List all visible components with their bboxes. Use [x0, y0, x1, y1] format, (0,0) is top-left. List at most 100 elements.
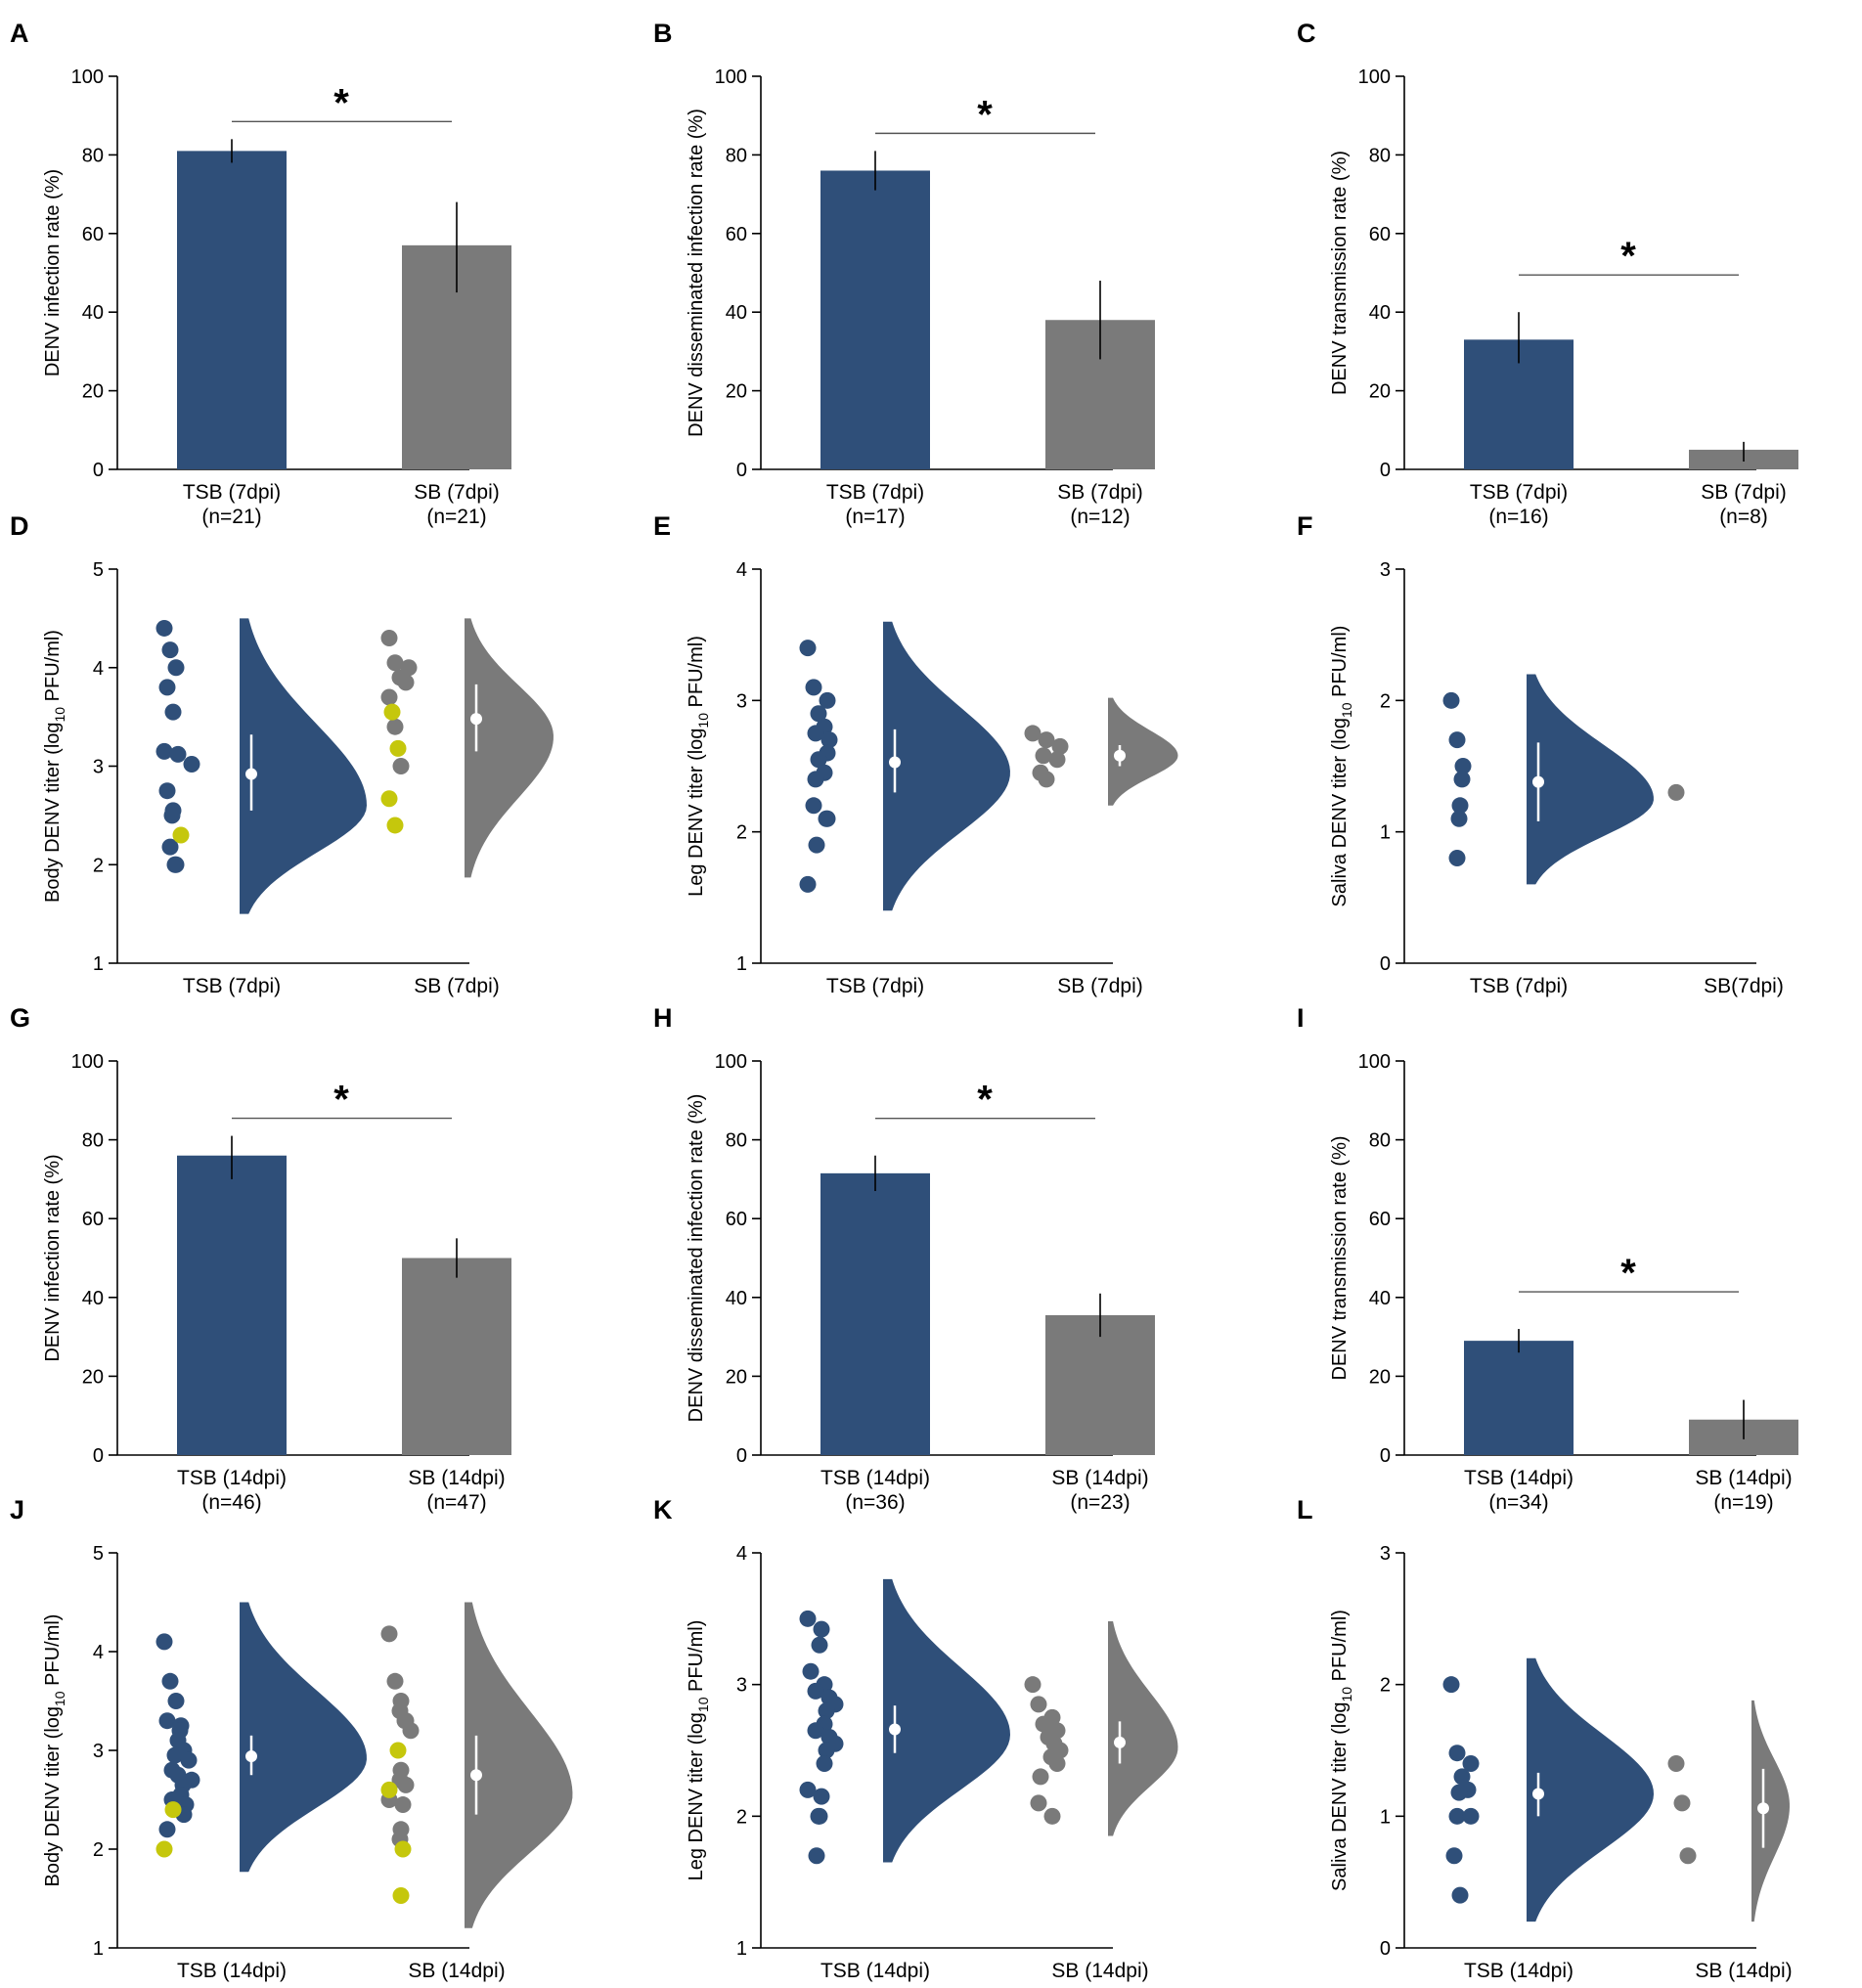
data-point: [1451, 1886, 1469, 1904]
x-category-label: SB (7dpi): [1057, 481, 1143, 504]
x-category-label: TSB (7dpi): [183, 481, 281, 504]
x-category-label: TSB (14dpi): [820, 1467, 930, 1489]
y-tick-label: 5: [93, 1543, 104, 1565]
data-point: [394, 1796, 412, 1814]
significance-star: *: [1620, 1252, 1636, 1295]
data-point: [799, 1781, 817, 1798]
data-point: [810, 1807, 827, 1825]
panel-letter: E: [653, 511, 671, 541]
y-tick-label: 1: [1380, 822, 1391, 844]
y-tick-label: 100: [715, 1051, 747, 1073]
y-axis-title: DENV disseminated infection rate (%): [686, 1094, 707, 1423]
y-tick-label: 0: [1380, 953, 1391, 975]
y-tick-label: 60: [82, 1209, 104, 1230]
data-point: [1448, 850, 1466, 867]
data-point: [1051, 737, 1069, 755]
y-axis-title: DENV transmission rate (%): [1329, 1135, 1351, 1380]
data-point: [1462, 1807, 1480, 1825]
data-point: [808, 1847, 825, 1865]
x-category-n-label: (n=34): [1488, 1491, 1548, 1514]
significance-star: *: [333, 1079, 349, 1122]
panel-letter: C: [1297, 19, 1316, 48]
data-point: [1453, 1768, 1471, 1786]
data-point: [805, 679, 822, 696]
half-violin: [465, 1602, 573, 1928]
panel-g: G 0 20 40 60 80 100 DENV infection rate (%) TSB …: [10, 1003, 511, 1514]
y-tick-label: 0: [1380, 1938, 1391, 1960]
data-point: [810, 705, 827, 723]
y-tick-label: 100: [71, 1051, 104, 1073]
data-point: [1679, 1847, 1697, 1865]
panel-letter: A: [10, 19, 29, 48]
data-point: [161, 838, 179, 856]
bar: [402, 1258, 511, 1455]
y-tick-label: 2: [93, 855, 104, 876]
x-category-n-label: (n=16): [1488, 506, 1548, 528]
data-point: [810, 751, 827, 769]
highlight-point: [164, 1801, 182, 1819]
y-axis-title: Body DENV titer (log10 PFU/ml): [42, 630, 67, 903]
data-point: [180, 1751, 198, 1769]
y-tick-label: 80: [1369, 145, 1391, 166]
y-tick-label: 40: [1369, 1288, 1391, 1309]
data-point: [166, 1746, 184, 1764]
y-tick-label: 2: [1380, 1675, 1391, 1697]
data-point: [1038, 771, 1055, 788]
panel-e: E 1 2 3 4 Leg DENV titer (log10 PFU/ml) TSB (7…: [653, 511, 1178, 997]
y-tick-label: 1: [93, 1938, 104, 1960]
x-category-label: TSB (14dpi): [177, 1960, 287, 1982]
y-tick-label: 20: [1369, 1366, 1391, 1388]
y-tick-label: 4: [736, 1543, 747, 1565]
x-category-n-label: (n=12): [1070, 506, 1130, 528]
highlight-point: [380, 1781, 398, 1798]
highlight-point: [380, 790, 398, 808]
panel-h: H 0 20 40 60 80 100 DENV disseminated infection…: [653, 1003, 1155, 1514]
x-category-n-label: (n=46): [201, 1491, 261, 1514]
data-point: [807, 771, 824, 788]
data-point: [811, 1636, 828, 1654]
x-category-label: SB (7dpi): [414, 481, 500, 504]
x-category-n-label: (n=47): [426, 1491, 486, 1514]
y-tick-label: 80: [1369, 1130, 1391, 1152]
y-tick-label: 60: [1369, 224, 1391, 245]
data-point: [155, 742, 173, 760]
data-point: [807, 725, 824, 742]
y-tick-label: 1: [736, 953, 747, 975]
highlight-point: [392, 1886, 410, 1904]
y-axis-title: DENV disseminated infection rate (%): [686, 109, 707, 437]
data-point: [380, 688, 398, 706]
data-point: [1450, 810, 1468, 827]
y-axis-title: Body DENV titer (log10 PFU/ml): [42, 1614, 67, 1887]
y-tick-label: 0: [93, 460, 104, 481]
x-category-label: TSB (7dpi): [1470, 975, 1568, 997]
data-point: [380, 630, 398, 647]
data-point: [1442, 1676, 1460, 1694]
data-point: [820, 731, 838, 749]
data-point: [808, 836, 825, 854]
half-violin: [240, 618, 367, 914]
half-violin: [1108, 697, 1178, 806]
panel-c: C 0 20 40 60 80 100 DENV transmission rate (%) T…: [1297, 19, 1798, 528]
y-tick-label: 3: [1380, 559, 1391, 581]
data-point: [397, 674, 415, 691]
panel-f: F 0 1 2 3 Saliva DENV titer (log10 PFU/ml) TSB…: [1297, 511, 1784, 997]
bar: [820, 170, 930, 470]
y-tick-label: 2: [1380, 690, 1391, 712]
highlight-point: [172, 826, 190, 844]
data-point: [1035, 747, 1052, 765]
x-category-label: TSB (14dpi): [820, 1960, 930, 1982]
data-point: [1030, 1794, 1047, 1812]
median-marker: [245, 1750, 257, 1763]
panel-letter: G: [10, 1003, 30, 1033]
y-tick-label: 100: [715, 66, 747, 88]
y-tick-label: 20: [726, 1366, 747, 1388]
x-category-n-label: (n=8): [1719, 506, 1768, 528]
data-point: [813, 1620, 830, 1638]
y-axis-title: Saliva DENV titer (log10 PFU/ml): [1329, 1610, 1354, 1891]
panel-letter: L: [1297, 1495, 1313, 1524]
bar: [820, 1172, 930, 1455]
data-point: [1024, 725, 1042, 742]
data-point: [164, 703, 182, 721]
x-category-label: TSB (14dpi): [177, 1467, 287, 1489]
